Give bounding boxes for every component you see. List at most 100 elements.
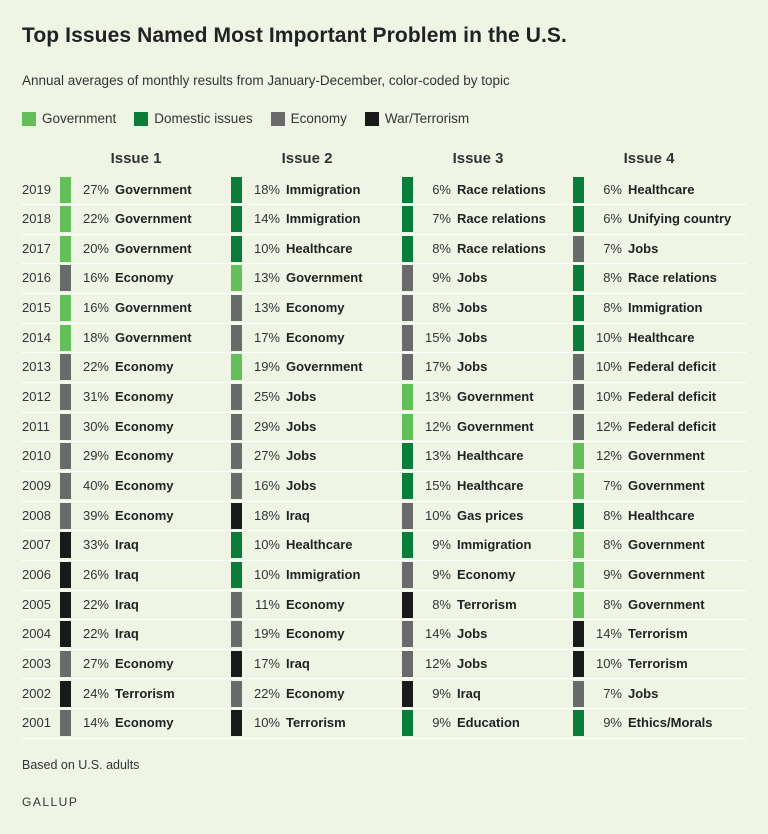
topic-color-bar (231, 324, 242, 351)
issue-cell: 8% Jobs (402, 293, 572, 323)
issue-cell: 9% Economy (402, 560, 572, 590)
issue-topic: Healthcare (286, 537, 353, 553)
issue-cell: 27% Jobs (231, 441, 401, 471)
issue-cell: 20% Government (60, 234, 230, 264)
issue-percent: 22% (82, 626, 109, 642)
issue-topic: Economy (286, 329, 345, 345)
topic-color-bar (402, 532, 413, 559)
issue-cell: 12% Government (573, 441, 743, 471)
topic-color-bar (60, 443, 71, 470)
issue-topic: Government (628, 596, 705, 612)
issue-topic: Education (457, 715, 520, 731)
chart-title: Top Issues Named Most Important Problem … (22, 24, 567, 47)
issue-percent: 14% (82, 715, 109, 731)
row-year: 2017 (22, 240, 51, 256)
issue-topic: Jobs (457, 300, 488, 316)
issue-topic: Gas prices (457, 507, 524, 523)
issue-topic: Economy (115, 655, 174, 671)
issue-topic: Government (286, 270, 363, 286)
issue-cell: 12% Government (402, 412, 572, 442)
issue-topic: Iraq (286, 655, 310, 671)
issue-cell: 9% Jobs (402, 263, 572, 293)
issue-cell: 27% Government (60, 175, 230, 205)
legend-label-domestic-issues: Domestic issues (154, 111, 253, 126)
row-year: 2016 (22, 270, 51, 286)
topic-color-bar (231, 650, 242, 677)
issue-cell: 6% Unifying country (573, 204, 743, 234)
issue-percent: 20% (82, 240, 109, 256)
topic-color-bar (402, 443, 413, 470)
issue-percent: 8% (432, 596, 451, 612)
issue-cell: 7% Race relations (402, 204, 572, 234)
topic-color-bar (60, 532, 71, 559)
issue-cell: 24% Terrorism (60, 679, 230, 709)
legend-label-government: Government (42, 111, 117, 126)
column-header-issue-2: Issue 2 (281, 150, 333, 167)
issue-topic: Government (115, 329, 192, 345)
row-year: 2014 (22, 329, 51, 345)
issue-percent: 17% (253, 329, 280, 345)
topic-color-bar (573, 621, 584, 648)
issue-percent: 9% (432, 715, 451, 731)
topic-color-bar (231, 176, 242, 203)
chart-subtitle: Annual averages of monthly results from … (22, 73, 510, 88)
issue-cell: 13% Economy (231, 293, 401, 323)
issue-percent: 27% (82, 655, 109, 671)
issue-percent: 29% (82, 448, 109, 464)
topic-color-bar (573, 413, 584, 440)
issue-percent: 6% (603, 211, 622, 227)
row-year: 2007 (22, 537, 51, 553)
issue-cell: 22% Economy (60, 352, 230, 382)
issue-topic: Immigration (457, 537, 532, 553)
issue-cell: 27% Economy (60, 649, 230, 679)
issue-percent: 10% (595, 329, 622, 345)
issue-percent: 18% (253, 507, 280, 523)
issue-cell: 14% Immigration (231, 204, 401, 234)
issue-percent: 15% (424, 478, 451, 493)
issue-cell: 9% Government (573, 560, 743, 590)
issue-percent: 14% (424, 626, 451, 642)
issue-percent: 9% (603, 566, 622, 582)
row-year: 2018 (22, 211, 51, 227)
issue-percent: 13% (424, 389, 451, 405)
table-row: 2004 22% Iraq 19% Economy 14% Jobs 14% Terrorism (22, 619, 746, 650)
issue-topic: Iraq (286, 507, 310, 523)
issue-topic: Race relations (457, 240, 546, 256)
issue-percent: 15% (424, 329, 451, 345)
issue-cell: 22% Iraq (60, 590, 230, 620)
topic-color-bar (231, 621, 242, 648)
issue-percent: 10% (595, 389, 622, 405)
issue-topic: Government (115, 240, 192, 256)
issue-topic: Federal deficit (628, 389, 717, 405)
issue-percent: 29% (253, 418, 280, 434)
issue-percent: 16% (82, 270, 109, 286)
issue-percent: 8% (603, 537, 622, 553)
topic-color-bar (60, 621, 71, 648)
issue-percent: 7% (432, 211, 451, 227)
topic-color-bar (573, 502, 584, 529)
issue-topic: Government (628, 478, 705, 493)
issue-percent: 14% (595, 626, 622, 642)
issue-percent: 12% (424, 418, 451, 434)
issue-percent: 10% (595, 359, 622, 375)
issue-cell: 18% Government (60, 323, 230, 353)
table-row: 2010 29% Economy 27% Jobs 13% Healthcare 12% Gov… (22, 441, 746, 472)
issue-topic: Healthcare (457, 478, 524, 493)
issue-topic: Government (115, 181, 192, 197)
issue-cell: 22% Government (60, 204, 230, 234)
issue-percent: 14% (253, 211, 280, 227)
issue-cell: 15% Healthcare (402, 471, 572, 501)
issue-topic: Healthcare (628, 507, 695, 523)
issue-topic: Government (457, 389, 534, 405)
issue-cell: 40% Economy (60, 471, 230, 501)
issue-topic: Jobs (628, 240, 659, 256)
issue-percent: 13% (424, 448, 451, 464)
issue-percent: 10% (253, 715, 280, 731)
issue-cell: 6% Healthcare (573, 175, 743, 205)
issue-percent: 30% (82, 418, 109, 434)
issue-topic: Healthcare (628, 329, 695, 345)
issue-cell: 11% Economy (231, 590, 401, 620)
topic-color-bar (231, 502, 242, 529)
table-row: 2019 27% Government 18% Immigration 6% Race re… (22, 175, 746, 206)
issue-percent: 16% (253, 478, 280, 493)
